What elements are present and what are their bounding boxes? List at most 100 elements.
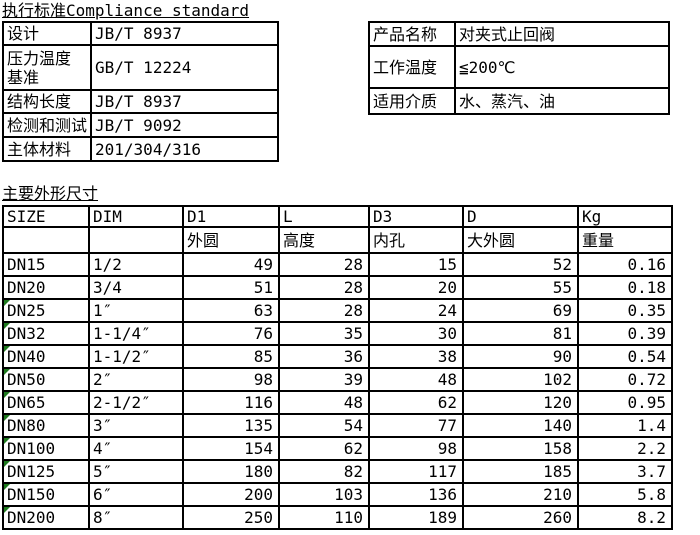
cell-size: DN150 — [2, 482, 90, 507]
compliance-label: 检测和测试 — [1, 112, 93, 138]
cell-kg: 0.35 — [577, 298, 673, 323]
cell-d3: 98 — [368, 436, 464, 461]
header-row: SIZE DIM D1 L D3 D Kg — [2, 205, 673, 228]
table-row: DN40 1-1/2″ 85 36 38 90 0.54 — [2, 344, 673, 369]
column-subheader-d1: 外圆 — [182, 226, 280, 254]
cell-l: 54 — [278, 413, 370, 438]
cell-kg: 8.2 — [577, 505, 673, 530]
cell-size-text: DN200 — [7, 508, 56, 527]
cell-d3: 20 — [368, 275, 464, 300]
cell-d3: 48 — [368, 367, 464, 392]
cell-l: 28 — [278, 275, 370, 300]
cell-d: 55 — [462, 275, 579, 300]
cell-l: 39 — [278, 367, 370, 392]
compliance-standard-title: 执行标准Compliance standard — [2, 1, 250, 20]
compliance-label: 主体材料 — [1, 136, 93, 162]
column-header-d3: D3 — [368, 205, 464, 228]
table-row: DN200 8″ 250 110 189 260 8.2 — [2, 505, 673, 530]
cell-d: 210 — [462, 482, 579, 507]
compliance-value: JB/T 8937 — [90, 89, 280, 114]
cell-d3: 38 — [368, 344, 464, 369]
product-label: 适用介质 — [368, 87, 456, 115]
cell-dim: 1″ — [88, 298, 184, 323]
subheader-row: 外圆 高度 内孔 大外圆 重量 — [2, 226, 673, 254]
cell-size-text: DN100 — [7, 439, 56, 458]
table-row: DN25 1″ 63 28 24 69 0.35 — [2, 298, 673, 323]
cell-l: 110 — [278, 505, 370, 530]
cell-kg: 0.39 — [577, 321, 673, 346]
dimensions-table: SIZE DIM D1 L D3 D Kg 外圆 高度 内孔 大外圆 重量 DN… — [2, 205, 673, 530]
cell-size-text: DN125 — [7, 462, 56, 481]
cell-d3: 136 — [368, 482, 464, 507]
cell-kg: 2.2 — [577, 436, 673, 461]
cell-kg: 0.18 — [577, 275, 673, 300]
table-row: DN125 5″ 180 82 117 185 3.7 — [2, 459, 673, 484]
cell-d1: 63 — [182, 298, 280, 323]
cell-d: 185 — [462, 459, 579, 484]
cell-size: DN20 — [2, 275, 90, 300]
table-row: DN32 1-1/4″ 76 35 30 81 0.39 — [2, 321, 673, 346]
cell-d3: 15 — [368, 252, 464, 277]
product-value: 水、蒸汽、油 — [454, 87, 670, 115]
product-value: ≦200℃ — [454, 45, 670, 89]
cell-d1: 76 — [182, 321, 280, 346]
cell-d1: 180 — [182, 459, 280, 484]
compliance-label: 设计 — [1, 21, 93, 46]
table-row: 主体材料 201/304/316 — [1, 136, 280, 162]
cell-size: DN100 — [2, 436, 90, 461]
cell-l: 82 — [278, 459, 370, 484]
cell-d1: 250 — [182, 505, 280, 530]
cell-dim: 1-1/2″ — [88, 344, 184, 369]
cell-size: DN80 — [2, 413, 90, 438]
cell-d: 69 — [462, 298, 579, 323]
cell-size-text: DN80 — [7, 416, 46, 435]
cell-l: 48 — [278, 390, 370, 415]
cell-kg: 0.95 — [577, 390, 673, 415]
compliance-label: 结构长度 — [1, 89, 93, 114]
cell-d1: 85 — [182, 344, 280, 369]
cell-kg: 0.54 — [577, 344, 673, 369]
product-info-table: 产品名称 对夹式止回阀 工作温度 ≦200℃ 适用介质 水、蒸汽、油 — [368, 21, 670, 115]
error-indicator-triangle — [5, 301, 10, 306]
cell-kg: 0.72 — [577, 367, 673, 392]
cell-size-text: DN40 — [7, 347, 46, 366]
cell-size: DN32 — [2, 321, 90, 346]
table-row: DN15 1/2 49 28 15 52 0.16 — [2, 252, 673, 277]
cell-l: 36 — [278, 344, 370, 369]
table-row: 产品名称 对夹式止回阀 — [368, 21, 670, 47]
compliance-value: GB/T 12224 — [90, 44, 280, 91]
cell-l: 28 — [278, 298, 370, 323]
column-subheader-l: 高度 — [278, 226, 370, 254]
compliance-standard-table: 设计 JB/T 8937 压力温度 基准 GB/T 12224 结构长度 JB/… — [1, 21, 280, 162]
cell-size-text: DN32 — [7, 324, 46, 343]
table-row: DN50 2″ 98 39 48 102 0.72 — [2, 367, 673, 392]
cell-d1: 98 — [182, 367, 280, 392]
column-subheader-d3: 内孔 — [368, 226, 464, 254]
cell-kg: 1.4 — [577, 413, 673, 438]
table-row: 设计 JB/T 8937 — [1, 21, 280, 46]
compliance-value: 201/304/316 — [90, 136, 280, 162]
column-header-dim: DIM — [88, 205, 184, 228]
table-row: DN100 4″ 154 62 98 158 2.2 — [2, 436, 673, 461]
cell-dim: 1/2 — [88, 252, 184, 277]
column-subheader-d: 大外圆 — [462, 226, 579, 254]
cell-d1: 135 — [182, 413, 280, 438]
compliance-value: JB/T 9092 — [90, 112, 280, 138]
compliance-value: JB/T 8937 — [90, 21, 280, 46]
cell-dim: 5″ — [88, 459, 184, 484]
product-label: 产品名称 — [368, 21, 456, 47]
error-indicator-triangle — [5, 462, 10, 467]
cell-d3: 117 — [368, 459, 464, 484]
cell-d3: 77 — [368, 413, 464, 438]
dimensions-title: 主要外形尺寸 — [2, 184, 99, 203]
cell-d: 102 — [462, 367, 579, 392]
cell-size: DN125 — [2, 459, 90, 484]
error-indicator-triangle — [5, 508, 10, 513]
error-indicator-triangle — [5, 393, 10, 398]
cell-size: DN25 — [2, 298, 90, 323]
cell-d: 158 — [462, 436, 579, 461]
cell-dim: 2-1/2″ — [88, 390, 184, 415]
cell-kg: 0.16 — [577, 252, 673, 277]
column-header-kg: Kg — [577, 205, 673, 228]
column-subheader-size — [2, 226, 90, 254]
